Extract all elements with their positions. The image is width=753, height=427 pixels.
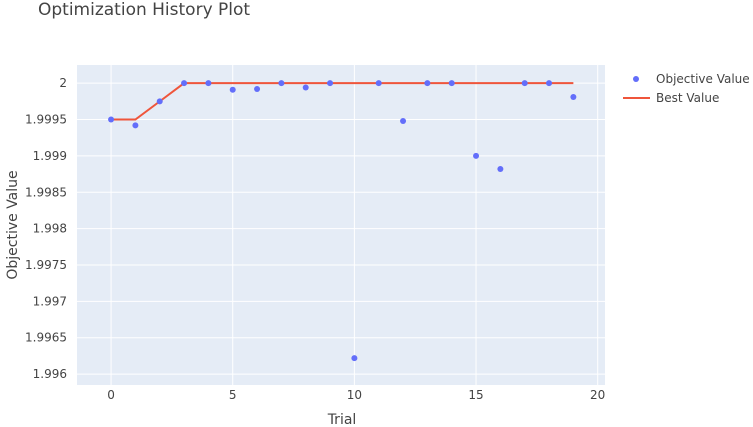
y-tick-label: 1.997	[33, 294, 67, 308]
objective-value-series	[108, 80, 577, 362]
y-tick-label: 2	[59, 76, 67, 90]
objective-value-point[interactable]	[302, 84, 309, 91]
best-value-series	[111, 82, 574, 121]
y-tick-label: 1.9965	[25, 331, 67, 345]
objective-value-point[interactable]	[497, 166, 504, 172]
y-tick-label: 1.9975	[25, 258, 67, 272]
objective-value-point[interactable]	[424, 80, 431, 87]
objective-value-point[interactable]	[327, 80, 334, 87]
x-tick-label: 10	[347, 388, 362, 402]
objective-value-point[interactable]	[108, 116, 115, 123]
legend-label-best-value: Best Value	[656, 91, 719, 105]
objective-value-point[interactable]	[229, 86, 236, 93]
plot-area[interactable]	[77, 65, 605, 385]
objective-value-point[interactable]	[278, 80, 285, 87]
chart-title: Optimization History Plot	[38, 0, 250, 20]
x-tick-label: 15	[468, 388, 483, 402]
objective-value-point[interactable]	[521, 80, 528, 87]
x-tick-label: 0	[107, 388, 115, 402]
legend-item-objective-value[interactable]: Objective Value	[633, 72, 750, 86]
objective-value-point[interactable]	[448, 80, 455, 87]
objective-value-point[interactable]	[132, 122, 139, 129]
objective-value-point[interactable]	[473, 152, 480, 159]
y-tick-label: 1.998	[33, 222, 67, 236]
objective-value-point[interactable]	[375, 80, 382, 87]
y-tick-label: 1.996	[33, 367, 67, 381]
objective-value-point[interactable]	[205, 80, 212, 87]
best-value-line[interactable]	[111, 82, 574, 121]
objective-value-point[interactable]	[254, 86, 261, 92]
y-tick-label: 1.9985	[25, 185, 67, 199]
y-axis-title: Objective Value	[5, 170, 21, 279]
legend-marker-objective-value	[633, 76, 639, 82]
y-tick-label: 1.9995	[25, 113, 67, 127]
objective-value-point[interactable]	[181, 80, 188, 87]
objective-value-point[interactable]	[400, 118, 407, 124]
objective-value-point[interactable]	[546, 80, 553, 87]
objective-value-point[interactable]	[156, 98, 163, 105]
legend: Objective Value Best Value	[623, 72, 750, 105]
legend-label-objective-value: Objective Value	[656, 72, 750, 86]
legend-item-best-value[interactable]: Best Value	[623, 91, 719, 105]
objective-value-point[interactable]	[351, 355, 358, 362]
y-tick-label: 1.999	[33, 149, 67, 163]
x-tick-label: 5	[229, 388, 237, 402]
x-axis-title: Trial	[327, 412, 357, 427]
objective-value-point[interactable]	[570, 94, 577, 100]
y-axis-ticks: 1.996 1.9965 1.997 1.9975 1.998 1.9985 1.999 1.…	[25, 76, 67, 381]
x-axis-ticks: 0 5 10 15 20	[107, 388, 605, 402]
x-tick-label: 20	[590, 388, 605, 402]
